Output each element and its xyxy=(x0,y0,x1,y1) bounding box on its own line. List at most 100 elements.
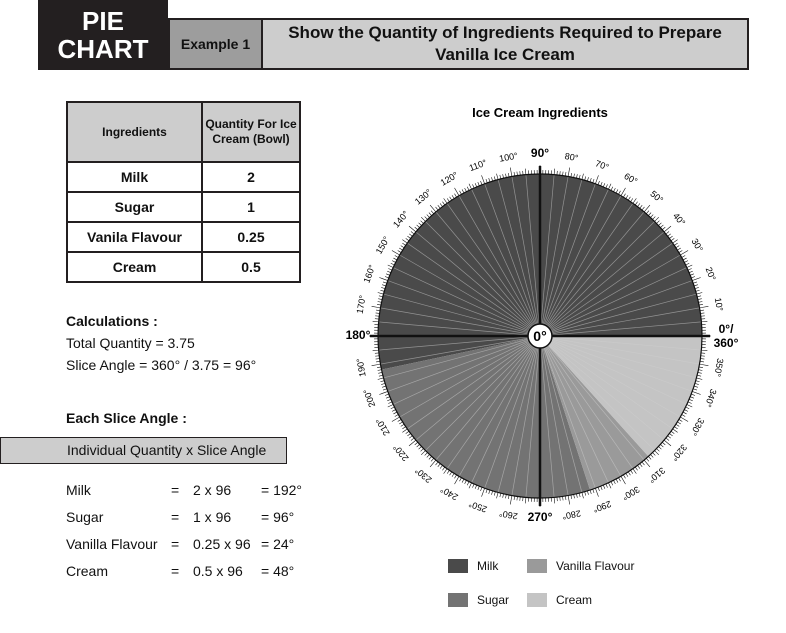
protractor-tick xyxy=(623,193,626,198)
protractor-tick xyxy=(496,492,499,499)
protractor-tick xyxy=(570,494,572,500)
table-row: Milk 2 xyxy=(66,161,301,193)
protractor-tick xyxy=(603,183,606,187)
slice-row-result: = 24° xyxy=(261,536,295,552)
degree-label: 70° xyxy=(594,158,611,172)
protractor-tick xyxy=(597,180,600,185)
protractor-tick xyxy=(451,473,455,477)
protractor-tick xyxy=(689,270,693,273)
legend-item-sugar: Sugar xyxy=(448,593,509,607)
protractor-tick xyxy=(690,396,695,399)
protractor-tick xyxy=(502,174,504,179)
protractor-tick xyxy=(698,301,703,303)
protractor-tick xyxy=(637,465,641,469)
slice-row-eq: = xyxy=(171,536,180,552)
protractor-spoke xyxy=(525,174,541,337)
protractor-tick xyxy=(693,385,698,388)
protractor-tick xyxy=(573,173,575,178)
slice-row-expr: 1 x 96 xyxy=(193,509,232,525)
protractor-spoke xyxy=(539,321,702,337)
protractor-tick xyxy=(669,433,673,437)
protractor-spoke xyxy=(539,211,645,337)
degree-label: 50° xyxy=(648,189,665,206)
legend-swatch xyxy=(527,593,547,607)
protractor-tick xyxy=(699,361,705,363)
slice-row-name: Cream xyxy=(66,563,109,579)
protractor-tick xyxy=(430,458,434,462)
protractor-tick xyxy=(474,183,477,187)
protractor-spoke xyxy=(378,321,541,337)
protractor-tick xyxy=(499,493,502,498)
protractor-tick xyxy=(690,273,695,276)
protractor-tick xyxy=(379,391,388,395)
slice-row-expr: 0.5 x 96 xyxy=(193,563,243,579)
protractor-tick xyxy=(449,471,453,476)
protractor-tick xyxy=(472,483,475,488)
protractor-tick xyxy=(565,171,567,177)
protractor-tick xyxy=(695,289,700,292)
protractor-tick xyxy=(375,312,380,314)
protractor-tick xyxy=(429,459,437,468)
protractor-tick xyxy=(632,198,637,204)
slice-row-eq: = xyxy=(171,509,180,525)
protractor-tick xyxy=(443,468,448,474)
protractor-spoke xyxy=(471,335,541,483)
protractor-tick xyxy=(382,388,387,391)
degree-label: 160° xyxy=(361,263,377,284)
protractor-tick xyxy=(491,177,493,182)
protractor-tick xyxy=(513,171,515,177)
protractor-tick xyxy=(625,195,629,199)
protractor-tick xyxy=(567,167,570,177)
protractor-spoke xyxy=(539,335,634,469)
protractor-tick xyxy=(627,196,631,201)
protractor-tick xyxy=(698,304,704,306)
protractor-tick xyxy=(380,289,385,292)
protractor-tick xyxy=(615,478,619,483)
protractor-spoke xyxy=(539,335,596,489)
pie-chart: Ice Cream Ingredients 0°/360° 10° 20° 30°40… xyxy=(346,105,739,524)
table-row: Sugar 1 xyxy=(66,191,301,223)
protractor-tick xyxy=(692,277,701,281)
protractor-spoke xyxy=(399,335,541,418)
protractor-tick xyxy=(662,442,666,446)
slice-row-eq: = xyxy=(171,563,180,579)
protractor-tick xyxy=(461,189,465,194)
protractor-tick xyxy=(387,399,391,402)
protractor-tick xyxy=(686,404,693,408)
protractor-tick xyxy=(437,205,441,209)
protractor-tick xyxy=(459,190,462,195)
chart-type-badge: PIE CHART xyxy=(38,0,168,70)
protractor-tick xyxy=(468,183,472,190)
protractor-tick xyxy=(592,178,595,183)
degree-label: 0°/360° xyxy=(714,322,739,350)
protractor-tick xyxy=(491,490,493,495)
protractor-tick xyxy=(454,187,460,196)
protractor-tick xyxy=(589,178,592,183)
protractor-tick xyxy=(446,198,450,202)
protractor-tick xyxy=(493,176,496,181)
protractor-tick xyxy=(667,435,671,439)
protractor-tick xyxy=(620,187,626,196)
center-circle xyxy=(527,323,553,349)
protractor-spoke xyxy=(399,254,541,337)
protractor-tick xyxy=(420,216,426,222)
protractor-tick xyxy=(581,173,584,180)
protractor-tick xyxy=(454,474,457,479)
protractor-spoke xyxy=(539,183,596,337)
degree-label: 350° xyxy=(712,357,725,377)
protractor-tick xyxy=(468,482,472,489)
protractor-tick xyxy=(378,374,383,377)
slice-angle-title: Each Slice Angle : xyxy=(66,410,187,426)
page-title: Show the Quantity of Ingredients Require… xyxy=(263,18,749,70)
protractor-spoke xyxy=(539,335,583,493)
protractor-spoke xyxy=(383,293,541,337)
legend-label: Cream xyxy=(556,593,593,607)
degree-label: 250° xyxy=(467,499,488,515)
protractor-tick xyxy=(641,461,645,466)
protractor-tick xyxy=(405,238,410,242)
slice-row-name: Milk xyxy=(66,482,91,498)
protractor-spoke xyxy=(539,335,609,483)
protractor-spoke xyxy=(539,335,622,477)
protractor-tick xyxy=(388,268,393,271)
protractor-tick xyxy=(442,201,446,206)
